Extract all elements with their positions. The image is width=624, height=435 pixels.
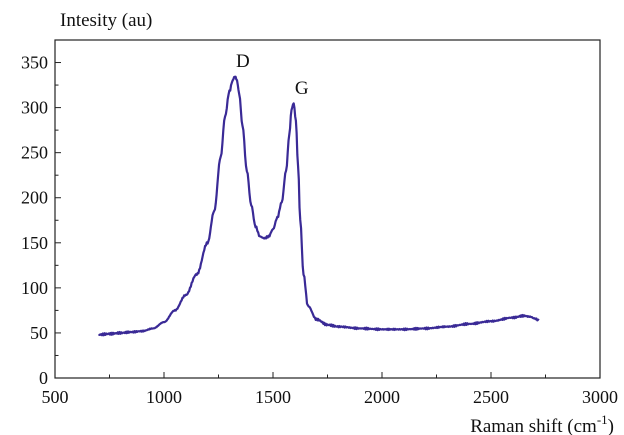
x-tick-label: 3000 (582, 387, 618, 407)
y-tick-label: 200 (21, 188, 48, 208)
y-tick-label: 50 (30, 323, 48, 343)
y-axis-ticks: 0 50 100 150 200 250 300 350 (21, 53, 61, 388)
x-axis-title-close: ) (608, 416, 614, 435)
y-tick-label: 300 (21, 98, 48, 118)
x-tick-label: 500 (42, 387, 69, 407)
x-tick-label: 2500 (473, 387, 509, 407)
peak-label-d: D (236, 51, 250, 72)
y-tick-label: 350 (21, 53, 48, 73)
x-tick-label: 2000 (364, 387, 400, 407)
y-tick-label: 250 (21, 143, 48, 163)
y-tick-label: 100 (21, 278, 48, 298)
plot-frame (54, 39, 601, 379)
peak-label-g: G (295, 78, 309, 99)
x-axis-ticks: 500 1000 1500 2000 2500 3000 (42, 372, 618, 407)
x-axis-title-superscript: -1 (597, 412, 608, 427)
x-axis-title-main: Raman shift (cm (470, 416, 597, 435)
x-tick-label: 1500 (255, 387, 291, 407)
x-axis-title: Raman shift (cm-1) (470, 412, 614, 435)
x-tick-label: 1000 (146, 387, 182, 407)
y-tick-label: 150 (21, 233, 48, 253)
y-tick-label: 0 (39, 368, 48, 388)
y-axis-title: Intesity (au) (60, 10, 152, 31)
peak-labels: DG (236, 51, 309, 99)
spectrum-line (97, 75, 540, 337)
